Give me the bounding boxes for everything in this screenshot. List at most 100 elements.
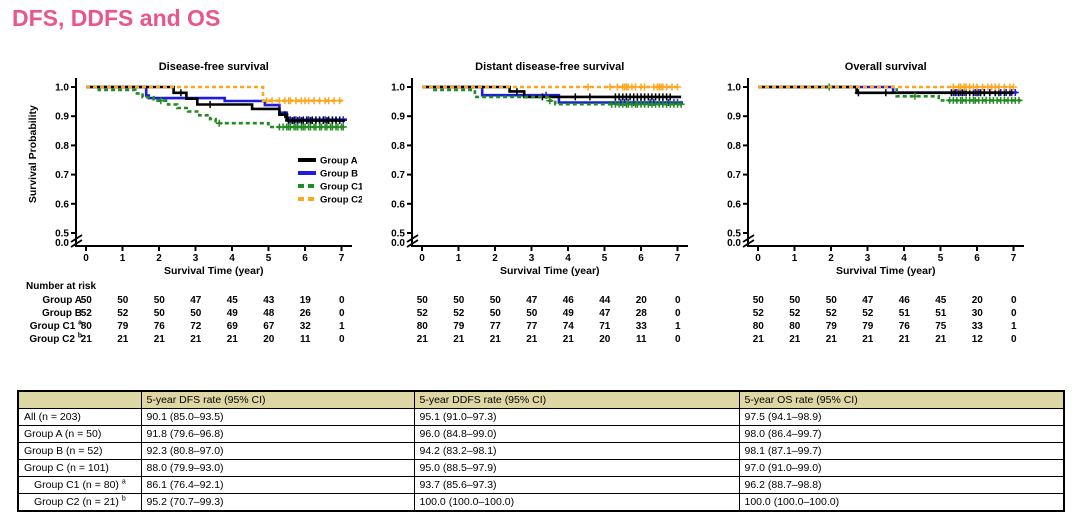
nar-value: 21 [526, 334, 538, 345]
nar-value: 74 [562, 321, 574, 332]
summary-value-cell: 92.3 (80.8–97.0) [140, 442, 415, 460]
nar-row-label: Group B [42, 308, 82, 319]
summary-value-cell: 100.0 (100.0–100.0) [413, 493, 740, 512]
series-line-group-c1 [86, 85, 347, 129]
x-tick-label: 1 [456, 253, 462, 264]
nar-value: 1 [1010, 321, 1017, 332]
censor-plus-icon [281, 111, 289, 119]
y-tick-label: 1.0 [391, 83, 405, 94]
censor-marks-group-a [177, 89, 344, 125]
nar-value: 21 [862, 334, 874, 345]
y-tick-label-zero: 0.0 [55, 238, 69, 249]
censor-plus-icon [606, 83, 614, 91]
y-tick-label: 0.9 [727, 112, 741, 123]
nar-value: 48 [263, 308, 275, 319]
summary-value-cell: 97.0 (91.0–99.0) [738, 459, 1065, 477]
legend-label-group-b: Group B [320, 169, 358, 180]
summary-table-row: Group A (n = 50) 91.8 (79.6–96.8) 96.0 (84… [17, 425, 1065, 443]
y-tick-label: 0.8 [727, 141, 741, 152]
summary-value-cell: 86.1 (76.4–92.1) [140, 476, 415, 494]
chart-os: Overall survival 1.0 0.9 0.8 0.7 0.6 0.50.0 0 1 2… [727, 61, 1024, 277]
nar-value: 11 [635, 334, 647, 345]
summary-header-cell: 5-year DFS rate (95% CI) [140, 390, 415, 409]
y-tick-label: 1.0 [727, 83, 741, 94]
series-line-group-c1 [422, 85, 683, 106]
nar-value: 21 [416, 334, 428, 345]
summary-value-cell: 96.2 (88.7–98.8) [738, 476, 1065, 494]
summary-row-label: Group A (n = 50) [17, 425, 142, 443]
censor-plus-icon [641, 83, 649, 91]
nar-value: 52 [789, 308, 801, 319]
x-tick-label: 5 [602, 253, 608, 264]
summary-value-cell: 94.2 (83.2–98.1) [413, 442, 740, 460]
nar-value: 21 [80, 334, 92, 345]
y-tick-label: 0.6 [55, 199, 69, 210]
chart-panel-dfs: Disease-free survival 1.0 0.9 0.8 0.7 0.6 0.5 0… [22, 58, 364, 286]
summary-table-row: Group C (n = 101) 88.0 (79.9–93.0) 95.0 (8… [17, 459, 1065, 477]
nar-value: 21 [453, 334, 465, 345]
summary-row-label: Group C2 (n = 21) b [17, 493, 142, 512]
nar-value: 11 [299, 334, 311, 345]
x-tick-label: 7 [675, 253, 681, 264]
summary-table-row: All (n = 203) 90.1 (85.0–93.5) 95.1 (91.0–… [17, 408, 1065, 426]
number-at-risk-row-labels: Group A Group B Group C1 a Group C2 b [10, 294, 82, 346]
nar-value: 21 [489, 334, 501, 345]
nar-value: 80 [752, 321, 764, 332]
nar-value: 33 [971, 321, 983, 332]
censor-plus-icon [339, 123, 347, 131]
summary-value-cell: 96.0 (84.8–99.0) [413, 425, 740, 443]
nar-value: 0 [338, 308, 345, 319]
x-tick-label: 3 [529, 253, 535, 264]
nar-value: 0 [674, 308, 681, 319]
summary-row-label: All (n = 203) [17, 408, 142, 426]
nar-value: 21 [190, 334, 202, 345]
nar-value: 79 [825, 321, 837, 332]
nar-value: 80 [789, 321, 801, 332]
nar-value: 77 [526, 321, 538, 332]
nar-value: 21 [562, 334, 574, 345]
x-tick-label: 6 [302, 253, 308, 264]
summary-value-cell: 98.0 (86.4–99.7) [738, 425, 1065, 443]
summary-table-header-row: 5-year DFS rate (95% CI) 5-year DDFS rate… [17, 390, 1065, 409]
chart-dfs: Disease-free survival1.00.90.80.70.60.50… [27, 61, 364, 277]
nar-value: 0 [338, 334, 345, 345]
nar-value: 52 [416, 308, 428, 319]
nar-value: 0 [1010, 334, 1017, 345]
nar-value: 20 [971, 295, 983, 306]
chart-title: Distant disease-free survival [475, 61, 624, 73]
x-tick-label: 1 [120, 253, 126, 264]
nar-value: 21 [789, 334, 801, 345]
nar-value: 50 [80, 295, 92, 306]
x-axis-title: Survival Time (year) [500, 265, 600, 277]
number-at-risk-grid-ddfs: 50 50 50 47 46 44 20 0 52 52 50 50 49 47 28 0 80 79 77 77 74… [404, 294, 696, 346]
y-tick-label: 0.5 [391, 229, 405, 240]
nar-value: 12 [971, 334, 983, 345]
nar-value: 0 [1010, 308, 1017, 319]
nar-value: 50 [117, 295, 129, 306]
censor-plus-icon [584, 83, 592, 91]
nar-value: 67 [263, 321, 275, 332]
footnote-marker: b [77, 332, 82, 340]
y-tick-label: 0.7 [55, 170, 69, 181]
x-tick-label: 7 [1011, 253, 1017, 264]
nar-value: 44 [599, 295, 611, 306]
nar-value: 52 [862, 308, 874, 319]
nar-value: 49 [562, 308, 574, 319]
nar-value: 32 [299, 321, 311, 332]
nar-value: 50 [489, 295, 501, 306]
nar-value: 52 [80, 308, 92, 319]
nar-value: 21 [898, 334, 910, 345]
nar-value: 76 [898, 321, 910, 332]
y-axis-title: Survival Probability [27, 105, 39, 203]
x-tick-label: 4 [901, 253, 907, 264]
chart-ddfs: Distant disease-free survival 1.0 0.9 0.8 0.… [391, 61, 688, 277]
censor-plus-icon [674, 83, 681, 91]
nar-value: 47 [190, 295, 202, 306]
summary-table-row: Group B (n = 52) 92.3 (80.8–97.0) 94.2 (83… [17, 442, 1065, 460]
summary-value-cell: 88.0 (79.9–93.0) [140, 459, 415, 477]
nar-row: 80 80 79 79 76 75 33 1 [740, 320, 1032, 333]
legend-label-group-c1: Group C1 [320, 182, 362, 193]
censor-plus-icon [546, 97, 554, 105]
axis-break-icon [70, 234, 83, 248]
